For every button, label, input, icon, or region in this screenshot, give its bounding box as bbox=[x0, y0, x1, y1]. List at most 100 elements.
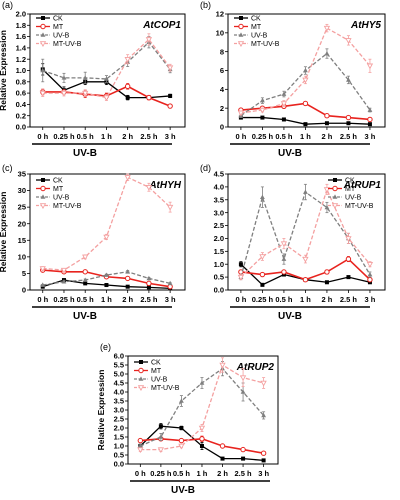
marker-mt-legend bbox=[40, 23, 46, 30]
legend-label: CK bbox=[53, 178, 63, 185]
y-tick-label: 1.0 bbox=[114, 442, 124, 451]
panel-e: (e)AtRUP20.00.51.01.52.02.53.03.54.04.55… bbox=[96, 342, 279, 496]
marker-uv-b-2 bbox=[82, 75, 88, 80]
series-mt-uv-b bbox=[39, 33, 174, 102]
marker-mt-4 bbox=[219, 443, 226, 449]
marker-uv-b-legend bbox=[40, 32, 46, 37]
y-tick-label: 0.2 bbox=[16, 111, 26, 120]
legend-label: MT-UV-B bbox=[345, 203, 374, 210]
y-tick-label: 1.2 bbox=[16, 55, 26, 64]
marker-mt-4 bbox=[324, 269, 330, 275]
marker-mt-uv-b-0 bbox=[39, 266, 46, 272]
y-tick-label: 0.0 bbox=[114, 460, 124, 469]
x-tick-label: 2 h bbox=[122, 132, 133, 141]
marker-mt-4 bbox=[324, 113, 330, 119]
marker-ck-5 bbox=[346, 275, 351, 280]
marker-mt-uv-b-2 bbox=[280, 101, 288, 107]
marker-mt-6 bbox=[367, 116, 373, 123]
marker-ck-6 bbox=[367, 122, 372, 127]
series-ck bbox=[238, 115, 372, 127]
x-tick-label: 2.5 h bbox=[340, 295, 358, 304]
marker-ck-2 bbox=[83, 281, 88, 286]
marker-mt-uv-b-0 bbox=[237, 110, 245, 117]
y-axis-label: Relative Expression bbox=[96, 370, 106, 451]
marker-ck-legend bbox=[239, 16, 243, 20]
y-tick-label: 3.5 bbox=[214, 195, 224, 204]
y-tick-label: 4 bbox=[220, 85, 225, 94]
marker-mt-uv-b-4 bbox=[124, 175, 131, 181]
marker-mt-uv-b-3 bbox=[198, 425, 206, 432]
panel-c: (c) AtHYH 0 5 10 15 20 25 30 35 Relative Expressio… bbox=[0, 163, 186, 322]
y-tick-label: 1.6 bbox=[16, 32, 26, 41]
x-tick-label: 0.25 h bbox=[150, 469, 172, 478]
y-tick-label: 5.5 bbox=[114, 361, 124, 370]
x-tick-label: 3 h bbox=[365, 132, 376, 141]
marker-uv-b-3 bbox=[303, 189, 308, 194]
x-tick-label: 3 h bbox=[165, 295, 176, 304]
x-tick-label: 3 h bbox=[365, 295, 376, 304]
x-tick-label: 2 h bbox=[322, 295, 333, 304]
marker-ck-0 bbox=[238, 262, 243, 267]
y-tick-label: 1.4 bbox=[16, 44, 27, 53]
marker-mt-uv-b-2 bbox=[82, 90, 89, 97]
y-tick-label: 4.0 bbox=[114, 388, 124, 397]
marker-mt-uv-b-legend bbox=[39, 203, 47, 210]
marker-ck-legend bbox=[139, 360, 143, 364]
chart-title: AtCOP1 bbox=[142, 20, 181, 31]
marker-mt-5 bbox=[345, 256, 352, 262]
marker-mt-3 bbox=[302, 100, 309, 107]
marker-uv-b-1 bbox=[61, 279, 67, 284]
legend-label: CK bbox=[53, 16, 63, 23]
x-tick-label: 0.5 h bbox=[173, 469, 191, 478]
y-tick-label: 0.0 bbox=[16, 123, 26, 132]
y-tick-label: 1.5 bbox=[114, 433, 124, 442]
marker-mt-uv-b-2 bbox=[280, 241, 288, 248]
legend-label: MT-UV-B bbox=[251, 41, 280, 48]
y-tick-label: 2.5 bbox=[114, 415, 124, 424]
marker-ck-1 bbox=[158, 424, 163, 429]
marker-mt-uv-b-6 bbox=[166, 204, 174, 211]
x-axis-label: UV-B bbox=[171, 485, 195, 496]
y-tick-label: 0.5 bbox=[214, 273, 224, 282]
marker-uv-b-6 bbox=[167, 280, 173, 286]
marker-ck-2 bbox=[281, 117, 286, 122]
plot-frame bbox=[29, 173, 186, 291]
y-tick-label: 6.0 bbox=[114, 352, 124, 361]
marker-uv-b-6 bbox=[261, 412, 267, 418]
marker-mt-4 bbox=[124, 83, 131, 90]
marker-mt-uv-b-1 bbox=[60, 90, 68, 97]
panel-label: (d) bbox=[200, 163, 211, 173]
y-tick-label: 1.0 bbox=[214, 260, 224, 269]
y-tick-label: 20 bbox=[18, 219, 26, 228]
y-tick-label: 2 bbox=[220, 104, 224, 113]
x-tick-label: 0.25 h bbox=[252, 295, 274, 304]
marker-uv-b-3 bbox=[104, 76, 109, 81]
plot-frame bbox=[227, 173, 386, 291]
x-tick-label: 0.25 h bbox=[53, 132, 75, 141]
x-tick-label: 1 h bbox=[101, 132, 112, 141]
y-tick-label: 0 bbox=[220, 123, 224, 132]
marker-mt-uv-b-1 bbox=[259, 107, 266, 114]
marker-mt-uv-b-5 bbox=[345, 38, 352, 44]
marker-ck-3 bbox=[199, 444, 204, 448]
marker-uv-b-6 bbox=[367, 107, 373, 112]
y-tick-label: 4.5 bbox=[214, 170, 224, 179]
marker-mt-uv-b-4 bbox=[219, 362, 226, 369]
marker-ck-1 bbox=[260, 282, 265, 287]
marker-uv-b-2 bbox=[82, 277, 88, 282]
x-axis-label: UV-B bbox=[73, 311, 97, 322]
y-tick-label: 2.0 bbox=[16, 10, 26, 19]
series-line bbox=[240, 52, 371, 117]
marker-ck-4 bbox=[125, 284, 130, 289]
marker-mt-uv-b-5 bbox=[145, 185, 153, 191]
marker-mt-legend bbox=[332, 185, 338, 192]
marker-mt-uv-b-5 bbox=[145, 37, 153, 43]
y-tick-label: 5 bbox=[22, 269, 26, 278]
x-tick-label: 0.5 h bbox=[275, 132, 293, 141]
marker-mt-0 bbox=[137, 437, 144, 444]
x-tick-label: 0.25 h bbox=[252, 132, 274, 141]
x-tick-label: 0 h bbox=[37, 295, 48, 304]
y-tick-label: 6 bbox=[220, 66, 224, 75]
